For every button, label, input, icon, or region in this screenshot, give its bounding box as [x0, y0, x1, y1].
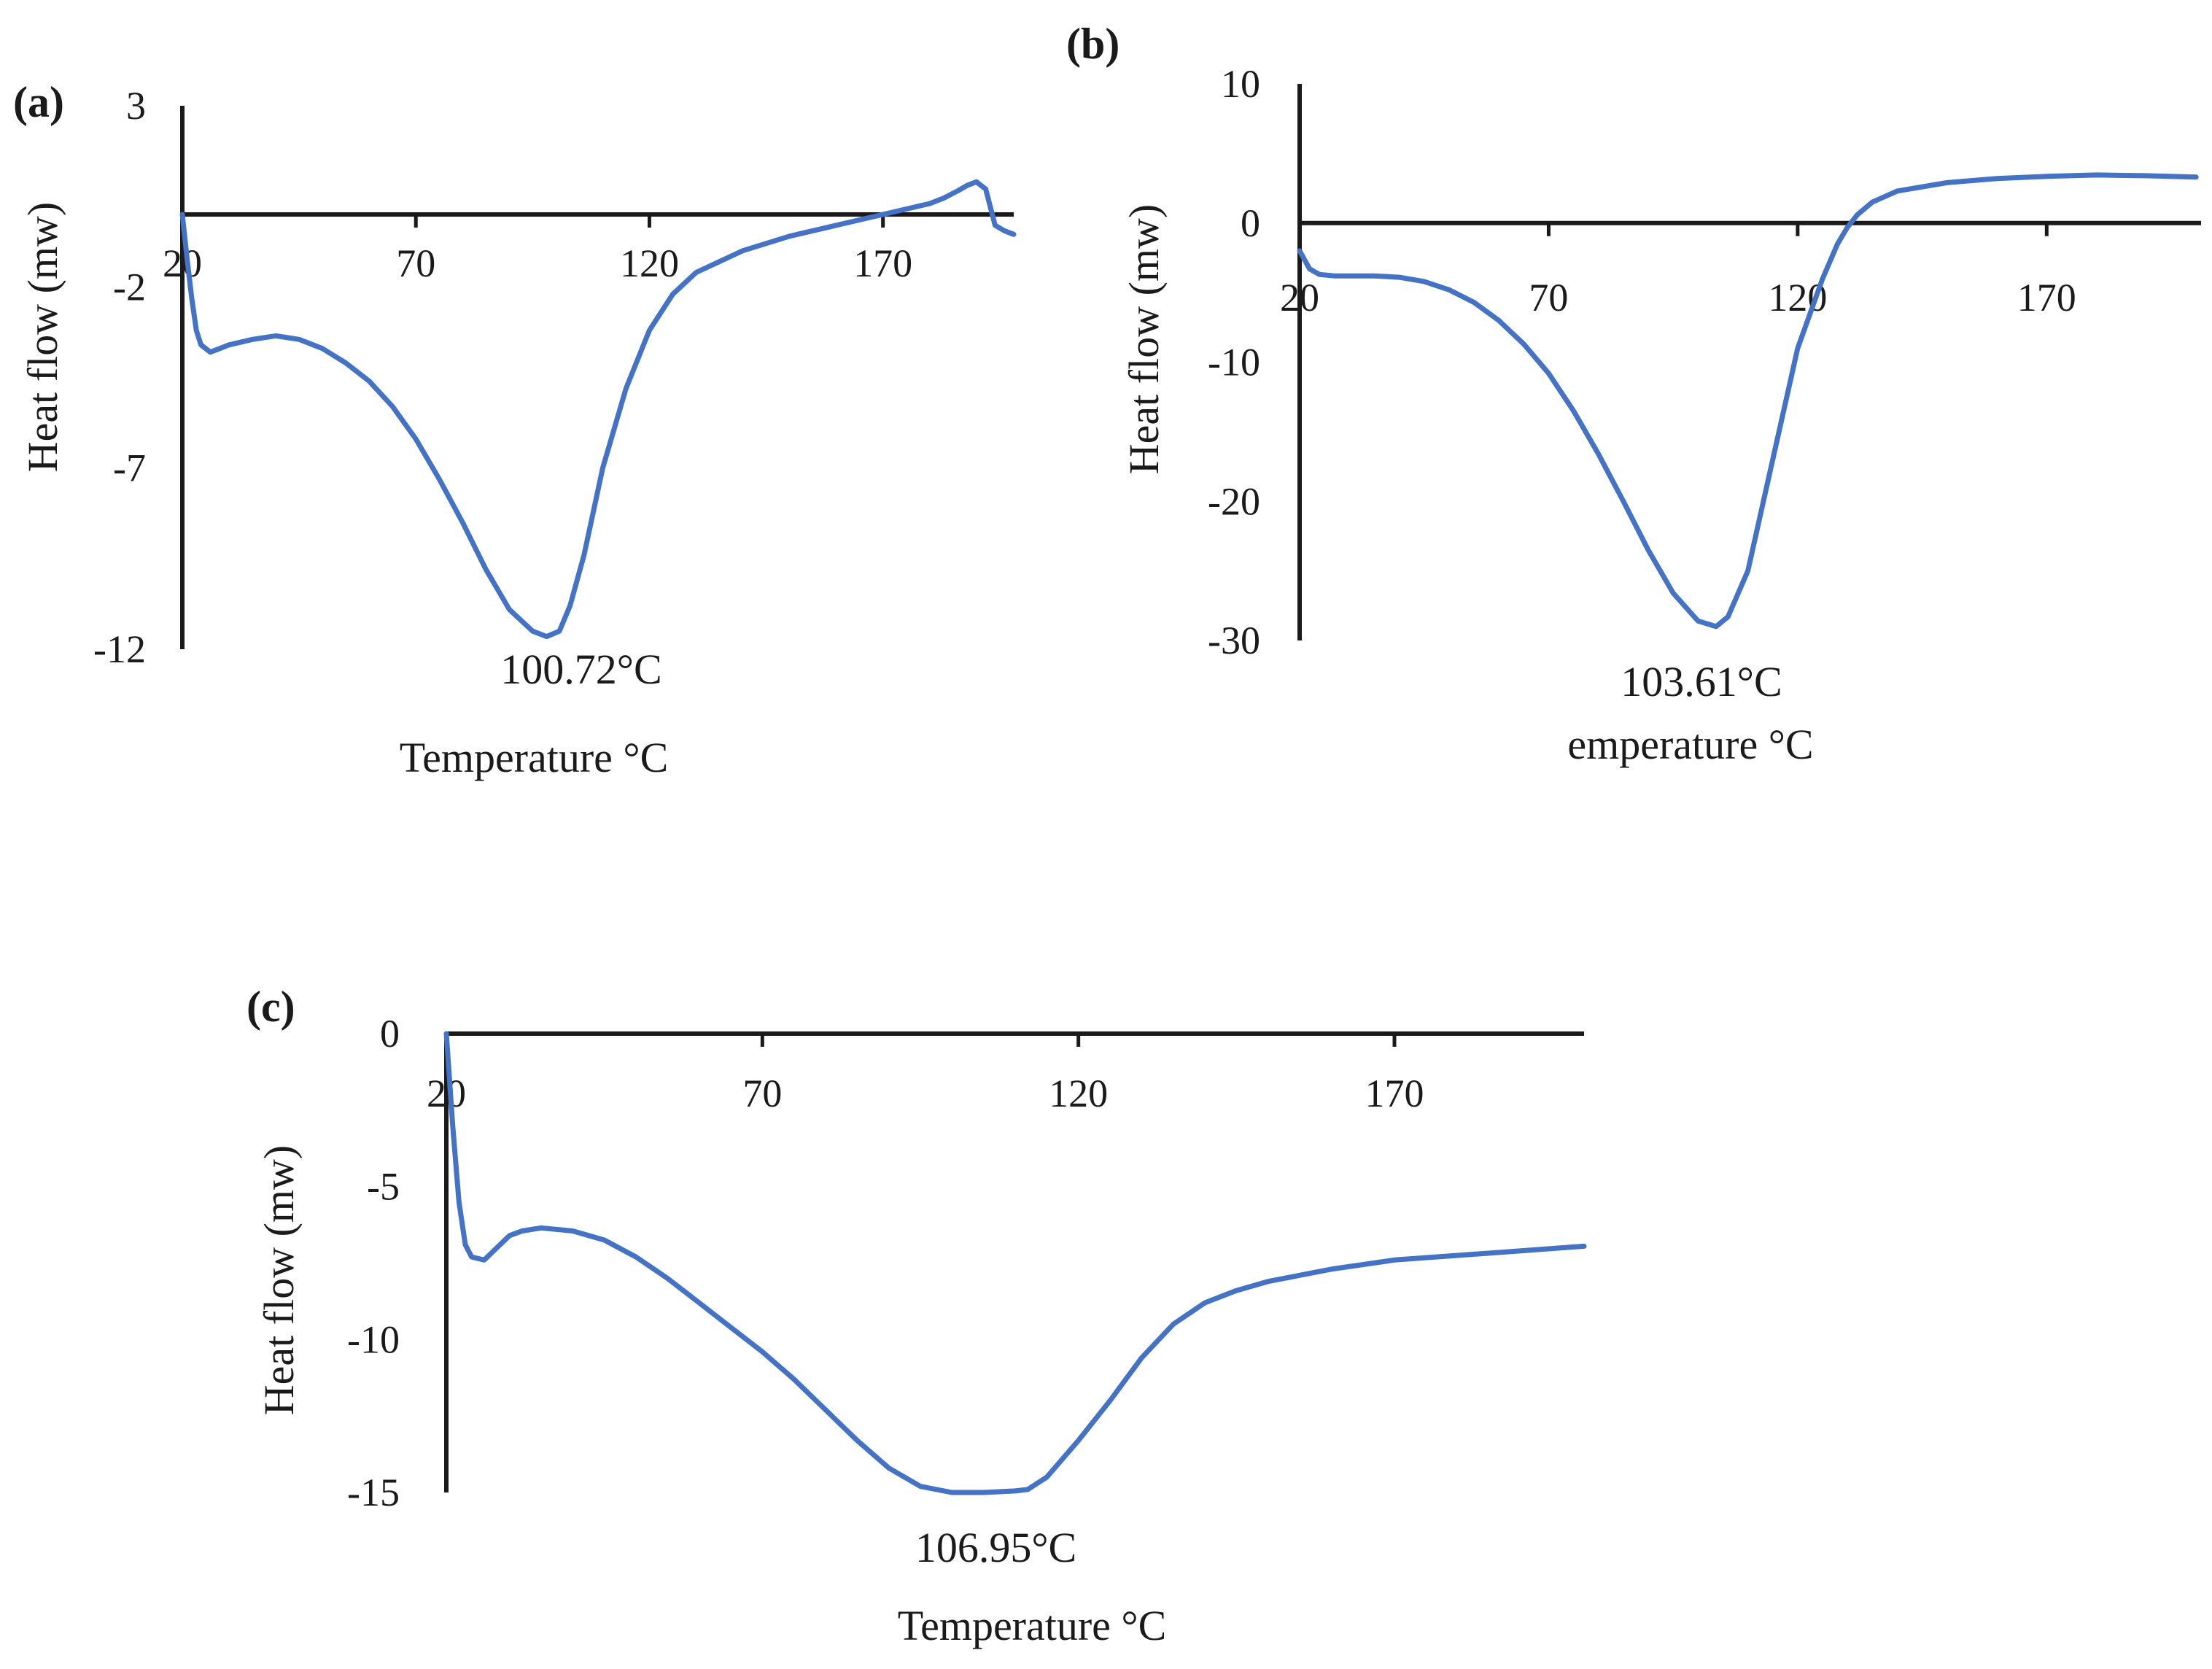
panel-c-x-title: Temperature °C: [898, 1602, 1167, 1649]
panel-b-label: (b): [1066, 20, 1119, 68]
panel-c-peak-label: 106.95°C: [915, 1524, 1076, 1571]
panel-b-x-title: emperature °C: [1567, 721, 1813, 768]
panel-b: (b) 10 0 -10 -20 -30 20 70 120 170 103.61°C emp…: [1066, 20, 2201, 768]
panel-b-x-ticks: 20 70 120 170: [1280, 222, 2076, 320]
panel-c-x-tick-label: 170: [1365, 1072, 1424, 1115]
panel-c: (c) 0-5-10-15 20 70 120 170 106.95°C Temper…: [247, 983, 1587, 1649]
panel-a-x-ticks: 20 70 120 170: [163, 214, 912, 285]
panel-b-y-ticks: 10 0 -10 -20 -30: [1208, 62, 1260, 662]
panel-a-y-tick-label: -12: [93, 627, 146, 671]
panel-c-y-tick-label: -15: [347, 1471, 400, 1514]
panel-c-y-tick-label: -10: [347, 1317, 400, 1361]
panel-b-y-tick-label: -10: [1208, 341, 1260, 384]
panel-a-label: (a): [13, 78, 64, 126]
panel-a-y-tick-label: -2: [113, 265, 146, 309]
panel-a-y-ticks: 3 -2 -7 -12: [93, 84, 146, 671]
panel-c-y-ticks: 0 -5 -10 -15: [347, 1012, 400, 1514]
panel-b-y-tick-label: -30: [1208, 619, 1260, 662]
panel-a-curve: [179, 179, 1017, 640]
panel-a-y-title: Heat flow (mw): [19, 202, 66, 472]
panel-b-curve: [1297, 172, 2199, 630]
panel-c-x-tick-label: 120: [1049, 1072, 1108, 1115]
panel-c-curve: [443, 1031, 1587, 1495]
panel-a-y-tick-label: 3: [126, 84, 146, 128]
panel-c-y-tick-label: -5: [367, 1165, 400, 1209]
panel-a-x-tick-label: 170: [853, 241, 912, 285]
panel-b-x-tick-label: 170: [2017, 276, 2076, 320]
panel-a-x-tick-label: 70: [396, 241, 435, 285]
panel-b-y-tick-label: 0: [1241, 201, 1260, 245]
panel-b-y-title: Heat flow (mw): [1120, 204, 1168, 474]
panel-c-y-title: Heat flow (mw): [255, 1145, 303, 1415]
panel-c-label: (c): [247, 983, 295, 1031]
panel-b-y-tick-label: -20: [1208, 479, 1260, 523]
panel-a-y-tick-label: -7: [113, 446, 146, 490]
panel-a: (a) 3-2-7-12 20 70 120 170 100.72°C Tempera…: [13, 78, 1017, 781]
panel-a-peak-label: 100.72°C: [500, 646, 661, 693]
panel-b-y-tick-label: 10: [1221, 62, 1260, 106]
panel-a-x-tick-label: 120: [620, 241, 679, 285]
panel-a-x-title: Temperature °C: [400, 734, 669, 781]
panel-c-x-ticks: 20 70 120 170: [427, 1034, 1424, 1115]
panel-c-x-tick-label: 70: [742, 1072, 782, 1115]
panel-b-peak-label: 103.61°C: [1621, 658, 1782, 705]
panel-b-x-tick-label: 70: [1529, 276, 1568, 320]
panel-c-y-tick-label: 0: [380, 1012, 400, 1056]
